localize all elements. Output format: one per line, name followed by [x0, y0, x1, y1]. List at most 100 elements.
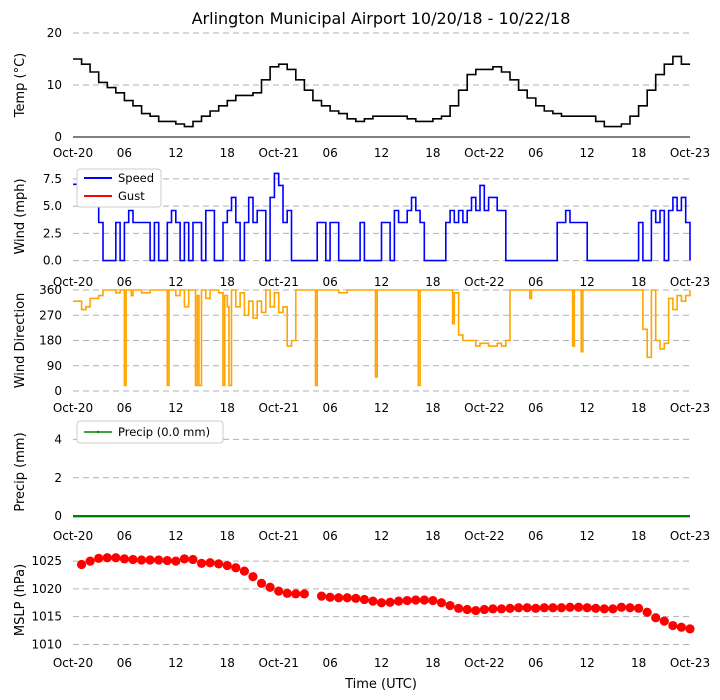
mslp-point [102, 553, 112, 563]
mslp-point [625, 603, 635, 613]
x-tick-label: 06 [528, 146, 543, 160]
x-tick-label: Oct-21 [258, 275, 298, 289]
y-tick-label: 360 [39, 283, 62, 297]
mslp-point [299, 589, 309, 599]
x-tick-label: 18 [425, 275, 440, 289]
mslp-point [171, 556, 181, 566]
y-tick-label: 2.5 [43, 226, 62, 240]
mslp-point [531, 603, 541, 613]
x-tick-label: 12 [374, 529, 389, 543]
mslp-point [676, 622, 687, 632]
x-tick-label: 18 [631, 529, 646, 543]
x-tick-label: 12 [580, 146, 595, 160]
mslp-point [394, 596, 404, 606]
y-tick-label: 0 [54, 130, 62, 144]
x-tick-label: Oct-22 [464, 401, 504, 415]
mslp-point [411, 595, 421, 605]
mslp-point [351, 593, 361, 603]
mslp-point [76, 559, 87, 570]
mslp-point [325, 592, 335, 602]
mslp-point [608, 604, 618, 614]
y-axis-label: Temp (°C) [13, 53, 28, 119]
mslp-point [256, 578, 267, 588]
mslp-point [385, 597, 395, 607]
x-tick-label: 18 [220, 656, 235, 670]
mslp-panel: 1010 1015 1020 1025 Oct-20 06 12 18 Oct-21 06 12 18… [13, 553, 710, 670]
x-tick-label: Oct-20 [53, 146, 93, 160]
mslp-point [128, 554, 138, 565]
precip-legend-marker [96, 430, 100, 434]
x-tick-label: Oct-23 [670, 146, 710, 160]
mslp-point [94, 553, 104, 563]
x-tick-label: Oct-23 [670, 656, 710, 670]
precipitation-panel: 0 2 4 Oct-20 06 12 18 Oct-21 06 12 18 Oct-22 06 12 18 O… [13, 420, 710, 543]
wind-series-line [73, 172, 691, 262]
mslp-point [239, 566, 249, 576]
x-tick-label: Oct-21 [258, 656, 298, 670]
mslp-point [556, 603, 567, 613]
precip-legend [76, 420, 224, 444]
x-tick-label: Oct-22 [464, 529, 504, 543]
y-tick-label: 0 [54, 509, 62, 523]
x-tick-label: 18 [220, 275, 235, 289]
x-tick-label: 06 [528, 275, 543, 289]
x-tick-label: 12 [168, 275, 183, 289]
x-tick-label: 06 [322, 275, 337, 289]
y-tick-label: 5.0 [43, 199, 62, 213]
y-axis-label: Wind Direction [13, 293, 28, 389]
mslp-point [642, 607, 652, 617]
x-tick-label: 06 [322, 146, 337, 160]
x-tick-label: 12 [168, 146, 183, 160]
mslp-point [291, 589, 301, 599]
x-tick-label: Oct-20 [53, 656, 93, 670]
y-tick-label: 1025 [31, 554, 62, 568]
mslp-point [479, 604, 489, 615]
gust-legend-label: Gust [118, 189, 145, 203]
temp-series-line [73, 55, 690, 128]
precip-legend-label: Precip (0.0 mm) [118, 425, 210, 439]
mslp-point [565, 602, 575, 612]
y-tick-label: 270 [39, 308, 62, 322]
mslp-point [668, 620, 678, 631]
x-tick-label: Oct-22 [464, 146, 504, 160]
x-tick-label: 12 [168, 401, 183, 415]
direction-series-line [73, 289, 691, 387]
y-axis-label: MSLP (hPa) [13, 564, 28, 636]
mslp-point [402, 595, 412, 606]
mslp-point [462, 604, 472, 615]
mslp-point [274, 586, 284, 596]
x-tick-label: 06 [528, 401, 543, 415]
mslp-point [119, 554, 130, 564]
x-tick-label: 06 [322, 401, 337, 415]
mslp-point [599, 604, 609, 614]
y-tick-label: 10 [47, 78, 62, 92]
mslp-point [659, 616, 669, 626]
x-tick-label: 06 [528, 529, 543, 543]
x-tick-label: 12 [168, 656, 183, 670]
temperature-panel: 0 10 20 Oct-20 06 12 18 Oct-21 06 12 18 Oct-22 06 12 1… [13, 26, 710, 160]
mslp-point [419, 595, 429, 605]
mslp-point [248, 572, 258, 582]
x-tick-label: 18 [425, 146, 440, 160]
x-tick-label: 06 [117, 401, 132, 415]
mslp-point [539, 603, 549, 613]
y-tick-label: 4 [54, 432, 62, 446]
y-tick-label: 1020 [31, 582, 62, 596]
x-tick-label: Oct-20 [53, 529, 93, 543]
y-tick-label: 1010 [31, 637, 62, 651]
mslp-point [316, 591, 327, 601]
mslp-point [265, 582, 275, 592]
y-axis-label: Precip (mm) [13, 432, 28, 511]
mslp-point [214, 559, 224, 569]
mslp-point [231, 563, 241, 573]
mslp-point [188, 554, 198, 565]
wind-direction-panel: 0 90 180 270 360 Oct-20 06 12 18 Oct-21 06 12 18 Oct-… [13, 283, 710, 415]
y-tick-label: 180 [39, 334, 62, 348]
mslp-point [111, 553, 121, 563]
x-tick-label: 18 [631, 656, 646, 670]
x-tick-label: 06 [117, 275, 132, 289]
x-tick-label: 18 [631, 146, 646, 160]
x-tick-label: Oct-20 [53, 275, 93, 289]
mslp-point [685, 624, 695, 634]
mslp-point [522, 603, 532, 613]
